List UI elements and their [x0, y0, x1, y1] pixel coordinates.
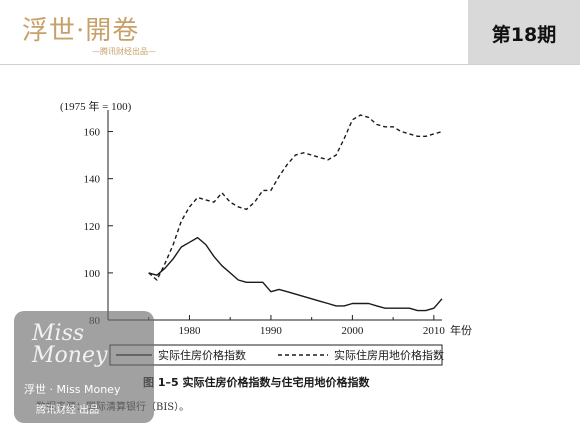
- header-bar: 浮世·開卷 —腾讯财经出品— 第18期: [0, 0, 580, 64]
- brand-subtitle: —腾讯财经出品—: [92, 47, 156, 56]
- watermark-line2: 腾讯财经 出品: [36, 405, 100, 416]
- y-tick-label: 140: [84, 174, 101, 186]
- y-tick-label: 160: [84, 127, 101, 139]
- header-divider: [0, 64, 580, 65]
- legend-label-land-price: 实际住房用地价格指数: [334, 348, 444, 362]
- legend-label-house-price: 实际住房价格指数: [158, 348, 246, 362]
- x-axis-label: 年份: [450, 323, 472, 337]
- chart-series: [148, 114, 443, 312]
- y-unit-label: (1975 年 = 100): [60, 99, 132, 113]
- y-tick-label: 100: [84, 268, 101, 280]
- watermark-line1: 浮世 · Miss Money: [24, 383, 121, 396]
- x-tick-label: 2000: [341, 325, 364, 337]
- issue-number: 第18期: [491, 24, 557, 46]
- issue-badge: 第18期: [468, 0, 580, 64]
- chart-legend: 实际住房价格指数 实际住房用地价格指数: [109, 344, 444, 366]
- x-tick-label: 1980: [178, 325, 201, 337]
- chart-axes: (1975 年 = 100)80100120140160198019902000…: [60, 99, 472, 337]
- y-tick-label: 120: [84, 221, 101, 233]
- series-line-house-price: [148, 236, 443, 312]
- watermark-badge: Miss Money 浮世 · Miss Money 腾讯财经 出品: [14, 311, 154, 423]
- watermark-script: Miss Money: [32, 321, 108, 368]
- x-tick-label: 2010: [423, 325, 446, 337]
- brand-title: 浮世·開卷: [22, 16, 140, 46]
- figure-caption: 图 1–5 实际住房价格指数与住宅用地价格指数: [143, 376, 370, 389]
- x-tick-label: 1990: [260, 325, 283, 337]
- series-line-land-price: [148, 114, 443, 281]
- brand-logo: 浮世·開卷 —腾讯财经出品—: [22, 8, 182, 58]
